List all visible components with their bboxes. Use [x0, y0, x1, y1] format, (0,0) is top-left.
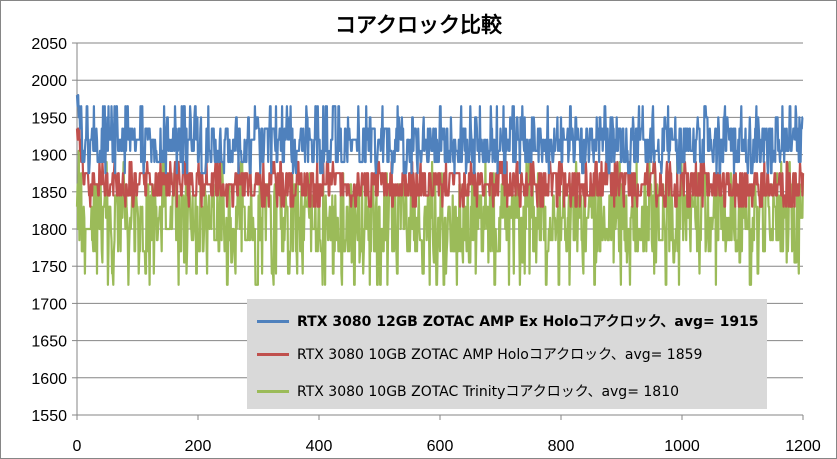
x-tick-label: 200 [185, 438, 212, 455]
y-tick-label: 1550 [31, 408, 67, 425]
y-tick-label: 1800 [31, 222, 67, 239]
y-tick-label: 1650 [31, 334, 67, 351]
y-tick-label: 1700 [31, 296, 67, 313]
y-tick-label: 1950 [31, 110, 67, 127]
x-tick-label: 1000 [664, 438, 700, 455]
legend-item-12gb-amp-ex-holo: RTX 3080 12GB ZOTAC AMP Ex Holoコアクロック、av… [257, 310, 759, 332]
legend-swatch-green [257, 389, 289, 393]
legend-swatch-red [257, 352, 289, 356]
y-tick-label: 2000 [31, 73, 67, 90]
y-tick-label: 1750 [31, 259, 67, 276]
series-line-2 [75, 149, 805, 286]
y-tick-label: 1850 [31, 185, 67, 202]
legend-item-10gb-amp-holo: RTX 3080 10GB ZOTAC AMP Holoコアクロック、avg= … [257, 343, 702, 365]
y-tick-label: 1900 [31, 148, 67, 165]
series-line-1 [75, 127, 805, 208]
legend-label: RTX 3080 10GB ZOTAC AMP Holoコアクロック、avg= … [297, 347, 703, 363]
chart-title: コアクロック比較 [335, 13, 502, 37]
x-tick-label: 400 [306, 438, 333, 455]
series-line-0 [75, 93, 804, 175]
legend-swatch-blue [257, 319, 289, 323]
x-tick-label: 800 [548, 438, 575, 455]
x-tick-label: 0 [73, 438, 82, 455]
x-tick-label: 600 [427, 438, 454, 455]
y-tick-label: 1600 [31, 371, 67, 388]
x-tick-label: 1200 [785, 438, 821, 455]
legend: RTX 3080 12GB ZOTAC AMP Ex Holoコアクロック、av… [247, 299, 767, 409]
legend-label: RTX 3080 10GB ZOTAC Trinityコアクロック、avg= 1… [297, 384, 680, 400]
legend-label: RTX 3080 12GB ZOTAC AMP Ex Holoコアクロック、av… [297, 314, 759, 330]
legend-item-10gb-trinity: RTX 3080 10GB ZOTAC Trinityコアクロック、avg= 1… [257, 380, 679, 402]
y-tick-label: 2050 [31, 36, 67, 53]
